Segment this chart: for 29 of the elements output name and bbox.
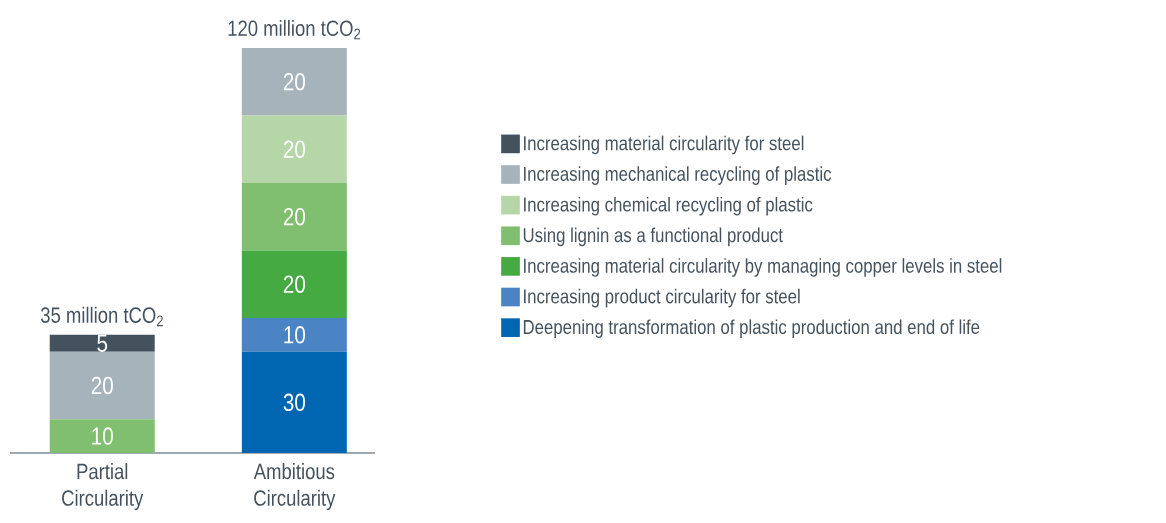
legend-label: Increasing mechanical recycling of plastic — [524, 166, 832, 185]
bar — [241, 351, 347, 453]
bar — [241, 250, 347, 318]
data-label: 10 — [284, 326, 306, 344]
legend-label: Increasing chemical recycling of plastic — [524, 196, 813, 216]
bar — [49, 351, 155, 420]
bar — [49, 334, 155, 352]
legend-label: Increasing product circularity for steel — [524, 288, 800, 308]
legend-label: Increasing material circularity by managing copper levels in steel — [524, 258, 1002, 277]
total-label: 35 million tCO$_{2}$ — [40, 306, 163, 327]
bar — [241, 47, 347, 116]
x-tick-label: Partial Circularity — [62, 463, 144, 511]
bar — [241, 182, 347, 251]
bar — [49, 419, 155, 453]
data-label: 20 — [91, 376, 113, 395]
total-label: 120 million tCO$_{2}$ — [228, 19, 361, 40]
data-label: 20 — [283, 140, 306, 158]
data-label: 10 — [92, 427, 113, 445]
legend-label: Using lignin as a functional product — [523, 227, 783, 247]
data-label: 5 — [97, 334, 108, 352]
bar — [241, 317, 347, 352]
legend-label: Increasing material circularity for steel — [524, 135, 804, 155]
legend-label: Deepening transformation of plastic production and end of life — [523, 319, 980, 339]
data-label: 20 — [283, 73, 306, 91]
x-tick-label: Ambitious Circularity — [253, 463, 336, 511]
data-label: 20 — [283, 275, 306, 293]
bar — [241, 115, 347, 183]
data-label: 30 — [283, 393, 306, 412]
data-label: 20 — [283, 208, 306, 226]
